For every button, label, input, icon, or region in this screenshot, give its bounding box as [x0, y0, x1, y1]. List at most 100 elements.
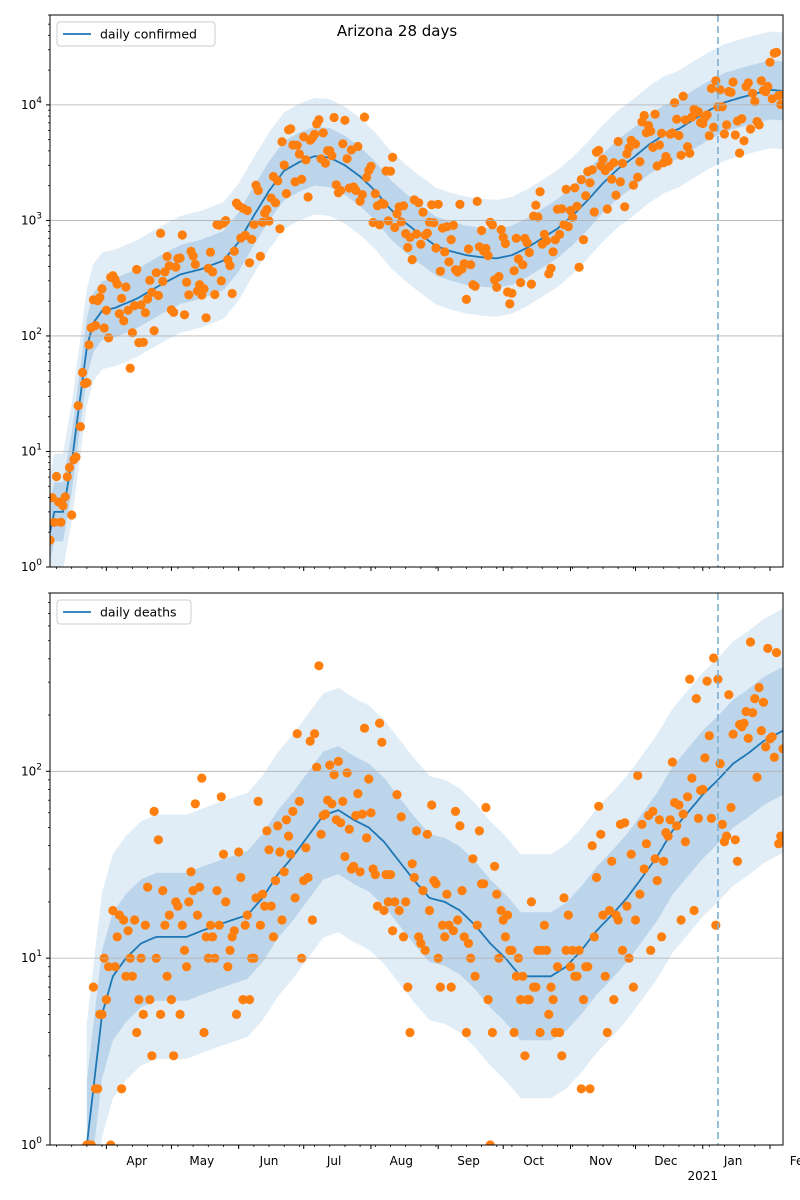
observed-point — [717, 819, 727, 830]
observed-point — [407, 255, 417, 265]
observed-point — [709, 653, 719, 663]
observed-point — [359, 112, 370, 122]
observed-point — [711, 920, 721, 930]
x-tick-label: May — [189, 1154, 214, 1168]
observed-point — [242, 205, 252, 216]
observed-point — [442, 889, 452, 899]
observed-point — [630, 915, 641, 925]
inner-uncertainty-band — [86, 666, 783, 1145]
observed-point — [568, 945, 578, 956]
observed-point — [249, 219, 259, 229]
observed-point — [702, 676, 712, 686]
observed-point — [362, 833, 372, 843]
observed-point — [758, 697, 769, 707]
observed-point — [507, 945, 517, 956]
observed-point — [342, 154, 352, 164]
observed-point — [156, 228, 166, 238]
observed-point — [750, 694, 760, 704]
observed-point — [277, 915, 287, 925]
observed-point — [743, 733, 753, 744]
observed-point — [305, 736, 315, 746]
observed-point — [396, 812, 406, 822]
observed-point — [472, 920, 482, 930]
observed-point — [231, 1009, 242, 1020]
observed-point — [286, 124, 296, 134]
observed-point — [379, 905, 389, 916]
observed-point — [255, 251, 265, 261]
observed-point — [602, 1027, 612, 1038]
observed-point — [357, 190, 367, 200]
observed-point — [548, 247, 558, 257]
observed-point — [715, 85, 725, 95]
observed-point — [778, 744, 783, 754]
legend-box — [56, 599, 192, 625]
observed-point — [342, 768, 352, 778]
observed-point — [110, 962, 120, 972]
observed-point — [628, 180, 639, 190]
observed-point — [268, 932, 278, 942]
observed-point — [578, 235, 589, 245]
observed-point — [490, 861, 500, 871]
observed-point — [398, 932, 409, 942]
observed-point — [292, 729, 302, 739]
observed-point — [771, 47, 782, 58]
observed-point — [117, 293, 127, 303]
observed-point — [665, 815, 675, 825]
observed-point — [700, 753, 710, 763]
observed-point — [362, 172, 372, 182]
observed-point — [132, 264, 142, 275]
observed-point — [609, 158, 619, 168]
observed-point — [717, 102, 727, 112]
x-tick-label: Jan — [723, 1154, 743, 1168]
observed-point — [327, 151, 337, 161]
observed-point — [95, 292, 105, 302]
observed-point — [216, 276, 226, 286]
observed-point — [301, 155, 311, 165]
x-tick-label: Nov — [589, 1154, 612, 1168]
observed-point — [223, 962, 233, 972]
observed-point — [71, 452, 81, 462]
observed-point — [244, 995, 255, 1005]
observed-point — [522, 238, 532, 248]
observed-point — [667, 757, 678, 767]
observed-point — [620, 202, 630, 212]
observed-point — [444, 257, 454, 267]
observed-point — [633, 172, 643, 182]
observed-point — [646, 126, 656, 136]
y-tick-label: 100 — [21, 1136, 42, 1152]
observed-point — [648, 806, 658, 817]
observed-point — [277, 137, 287, 147]
observed-point — [607, 174, 617, 184]
observed-point — [62, 472, 72, 482]
observed-point — [279, 867, 289, 877]
observed-point — [158, 276, 168, 286]
observed-point — [494, 272, 504, 282]
observed-point — [509, 1027, 519, 1038]
observed-point — [544, 1009, 554, 1020]
observed-point — [607, 856, 617, 866]
observed-point — [182, 277, 192, 287]
observed-point — [177, 920, 187, 930]
observed-point — [370, 189, 380, 199]
observed-point — [385, 166, 396, 176]
observed-point — [275, 224, 285, 234]
observed-point — [385, 870, 396, 880]
observed-point — [635, 157, 645, 167]
observed-point — [56, 517, 66, 527]
observed-point — [149, 326, 159, 336]
observed-point — [366, 808, 376, 818]
observed-point — [51, 471, 62, 482]
observed-point — [693, 813, 704, 824]
observed-point — [123, 926, 133, 936]
observed-point — [602, 204, 612, 214]
observed-point — [730, 130, 740, 140]
observed-point — [75, 422, 85, 432]
observed-point — [221, 897, 231, 907]
observed-point — [507, 288, 517, 298]
observed-point — [329, 770, 339, 780]
observed-point — [359, 723, 370, 733]
observed-point — [453, 915, 463, 925]
observed-point — [409, 872, 419, 883]
observed-point — [728, 77, 738, 87]
